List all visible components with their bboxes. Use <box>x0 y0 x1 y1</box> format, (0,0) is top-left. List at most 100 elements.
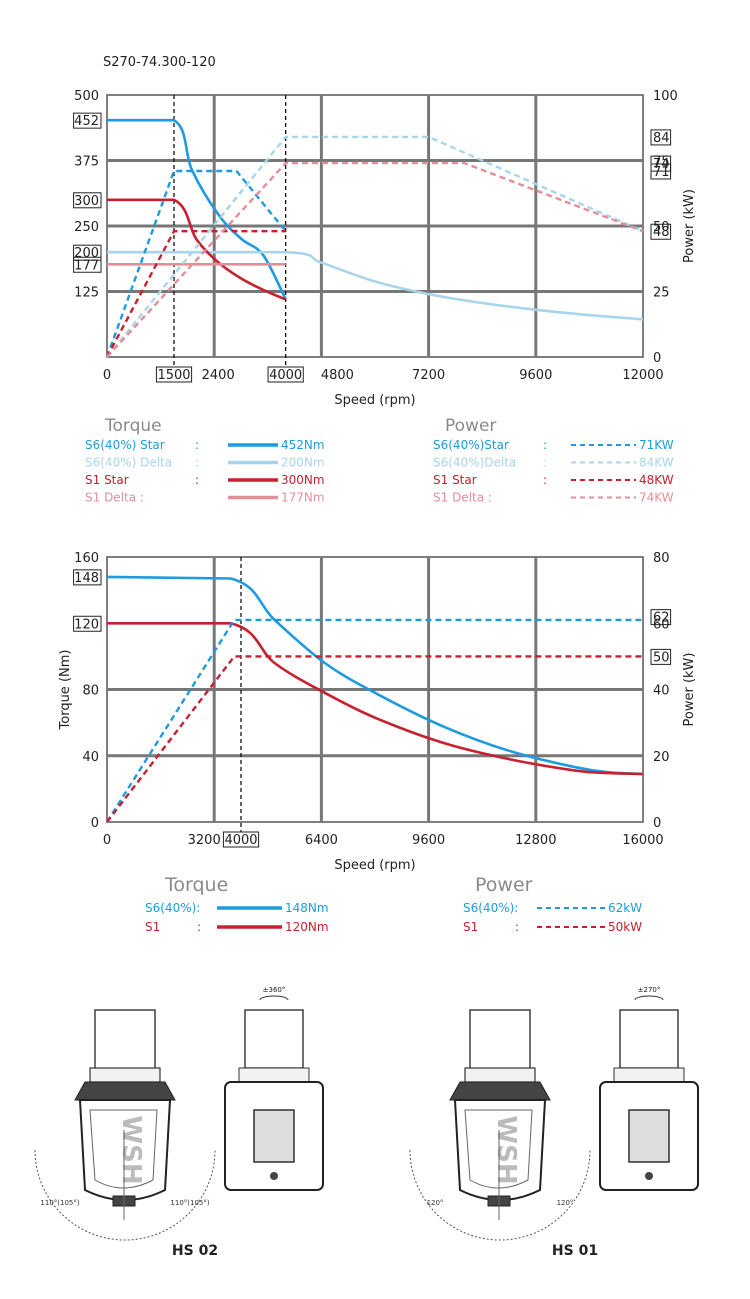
y-tick-label: 500 <box>74 89 99 104</box>
torque-legend-label: S1 <box>145 920 160 934</box>
torque-legend-label: S6(40%) Star <box>85 438 165 452</box>
rotation-label: ±360° <box>263 986 286 994</box>
legend-power-title: Power <box>445 416 496 436</box>
y2-axis-title: Power (kW) <box>682 189 697 263</box>
head-swivel-inner <box>89 1109 158 1189</box>
head-top-block <box>94 1009 156 1071</box>
side-collar <box>613 1067 685 1083</box>
y-tick-label: 125 <box>74 286 99 301</box>
x-tick-label: 12000 <box>622 368 663 383</box>
torque-legend-sep: : <box>197 920 201 934</box>
series-line-torque-0 <box>107 118 287 300</box>
head-collar <box>464 1067 536 1083</box>
torque-legend-value: 200Nm <box>281 456 325 470</box>
y2-boxed-tick-label-box <box>650 223 672 240</box>
product-caption-hs02: HS 02 <box>172 1243 218 1259</box>
torque-legend-value: 177Nm <box>281 491 325 505</box>
y2-axis-title: Power (kW) <box>682 653 697 727</box>
rotation-arrow-icon <box>259 995 289 1001</box>
y2-tick-label: 80 <box>653 551 670 566</box>
power-legend-label: S6(40%)Delta <box>433 456 516 470</box>
x-tick-label: 0 <box>103 368 111 383</box>
power-legend-sep: : <box>543 438 547 452</box>
power-legend-value: 48KW <box>639 473 674 487</box>
y-tick-label: 40 <box>82 750 99 765</box>
x-tick-label: 7200 <box>412 368 445 383</box>
tilt-arc <box>409 1149 591 1241</box>
side-spindle-icon <box>270 1172 278 1180</box>
y2-boxed-tick-label: 48 <box>653 225 670 240</box>
angle-left-label: 110°(105°) <box>40 1199 79 1207</box>
series-line-torque-1 <box>107 622 644 776</box>
torque-legend-sep: : <box>195 456 199 470</box>
x-axis-title: Speed (rpm) <box>334 858 415 873</box>
torque-legend-label: S1 Delta : <box>85 491 144 505</box>
y-tick-label: 160 <box>74 551 99 566</box>
x-boxed-tick-label: 4000 <box>224 833 257 848</box>
brand-logo: WSH <box>116 1115 146 1184</box>
power-legend-value: 74KW <box>639 491 674 505</box>
torque-legend-label: S1 Star <box>85 473 129 487</box>
y2-boxed-tick-label: 50 <box>653 650 670 665</box>
head-top-block <box>469 1009 531 1071</box>
series-line-power-5 <box>106 135 644 358</box>
power-legend-sep: : <box>515 920 519 934</box>
y2-boxed-tick-label-box <box>650 648 672 665</box>
x-boxed-tick-label-box <box>267 366 304 383</box>
x-axis-title: Speed (rpm) <box>334 393 415 408</box>
y2-tick-label: 100 <box>653 89 678 104</box>
x-boxed-tick-label-box <box>222 831 260 848</box>
rotation-arrow-icon <box>634 995 664 1001</box>
x-boxed-tick-label: 1500 <box>157 368 190 383</box>
product-caption-hs01: HS 01 <box>552 1243 598 1259</box>
y2-tick-label: 0 <box>653 351 661 366</box>
torque-legend-value: 148Nm <box>285 901 329 915</box>
y2-tick-label: 20 <box>653 750 670 765</box>
product-0: WSH 110°(105°) 110°(105°) ±360° <box>34 986 324 1241</box>
x-tick-label: 4800 <box>321 368 354 383</box>
legend-power-title: Power <box>475 874 533 896</box>
torque-legend-value: 120Nm <box>285 920 329 934</box>
y2-tick-label: 25 <box>653 286 670 301</box>
torque-legend-label: S6(40%) Delta <box>85 456 172 470</box>
y-boxed-tick-label-box <box>73 244 102 261</box>
series-line-power-7 <box>106 161 644 358</box>
legend-torque-title: Torque <box>164 874 228 896</box>
x-tick-label: 6400 <box>305 833 338 848</box>
power-legend-value: 50kW <box>608 920 642 934</box>
head-collar <box>89 1067 161 1083</box>
power-legend-value: 84KW <box>639 456 674 470</box>
power-legend-value: 71KW <box>639 438 674 452</box>
y2-boxed-tick-label: 74 <box>653 157 670 172</box>
side-window <box>253 1109 295 1163</box>
side-top-block <box>244 1009 304 1069</box>
x-tick-label: 9600 <box>412 833 445 848</box>
power-legend-label: S6(40%): <box>463 901 518 915</box>
angle-right-label: 120° <box>557 1199 574 1207</box>
y2-tick-label: 40 <box>653 684 670 699</box>
product-1: WSH 120° 120° ±270° <box>409 986 699 1241</box>
y2-boxed-tick-label-box <box>650 609 672 626</box>
power-legend-sep: : <box>543 456 547 470</box>
power-legend-value: 62kW <box>608 901 642 915</box>
series-line-power-6 <box>105 230 286 358</box>
y-boxed-tick-label: 300 <box>74 194 99 209</box>
head-bearing-ring <box>449 1081 551 1101</box>
y-boxed-tick-label: 452 <box>74 114 99 129</box>
x-tick-label: 12800 <box>515 833 556 848</box>
x-tick-label: 2400 <box>202 368 235 383</box>
head-swivel-inner <box>464 1109 533 1189</box>
power-legend-label: S6(40%)Star <box>433 438 509 452</box>
y-boxed-tick-label: 120 <box>74 617 99 632</box>
x-boxed-tick-label-box <box>155 366 193 383</box>
y-boxed-tick-label: 148 <box>74 571 99 586</box>
y2-tick-label: 75 <box>653 155 670 170</box>
y2-boxed-tick-label-box <box>650 129 672 146</box>
y-boxed-tick-label-box <box>73 615 102 632</box>
angle-left-label: 120° <box>427 1199 444 1207</box>
y2-boxed-tick-label-box <box>650 163 672 180</box>
y-tick-label: 375 <box>74 155 99 170</box>
power-legend-label: S1 Delta : <box>433 491 492 505</box>
